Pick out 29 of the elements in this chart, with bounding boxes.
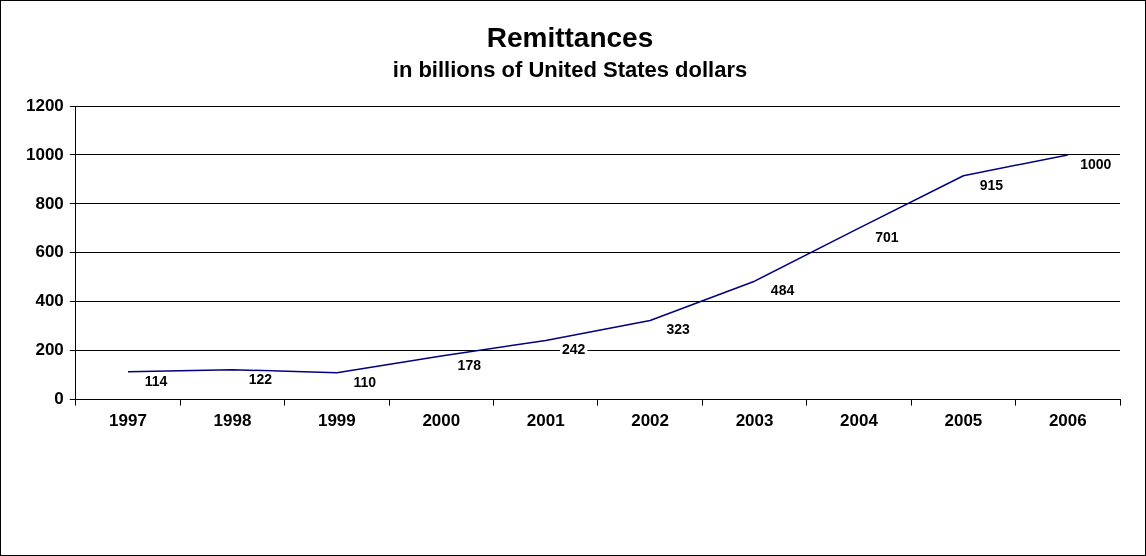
data-label: 122 — [248, 370, 273, 387]
data-label: 701 — [875, 228, 899, 245]
data-label: 110 — [353, 373, 377, 390]
y-tick-label: 1000 — [25, 144, 64, 164]
data-label: 114 — [144, 372, 168, 389]
x-tick-label: 2003 — [735, 411, 774, 431]
chart-title: Remittances — [486, 21, 654, 53]
x-tick-label: 2000 — [422, 411, 461, 431]
x-tick-label: 1998 — [213, 411, 252, 431]
y-tick-label: 600 — [35, 242, 64, 262]
x-tick-label: 2004 — [840, 411, 879, 431]
x-tick-label: 1999 — [317, 411, 356, 431]
y-tick-label: 1200 — [25, 95, 64, 115]
data-label: 178 — [457, 356, 482, 373]
data-label: 915 — [979, 176, 1004, 193]
y-tick-label: 400 — [35, 291, 64, 311]
x-tick-label: 2001 — [526, 411, 565, 431]
y-tick-label: 800 — [35, 193, 64, 213]
data-label: 1000 — [1080, 155, 1112, 172]
y-tick-label: 200 — [35, 340, 64, 360]
x-tick-label: 2006 — [1048, 411, 1087, 431]
data-label: 242 — [562, 341, 586, 358]
x-tick-label: 2005 — [944, 411, 983, 431]
data-label: 323 — [666, 321, 691, 338]
data-label: 484 — [770, 282, 795, 299]
y-tick-label: 0 — [54, 389, 64, 409]
x-tick-label: 1997 — [109, 411, 147, 431]
x-tick-label: 2002 — [631, 411, 670, 431]
chart-subtitle: in billions of United States dollars — [392, 56, 748, 82]
